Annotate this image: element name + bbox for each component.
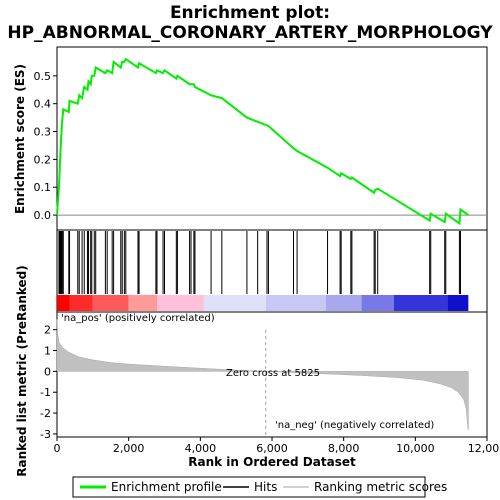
metric-y-tick-label: 1 xyxy=(44,345,51,358)
legend-metric-label: Ranking metric scores xyxy=(314,480,447,494)
rank-bar-segment xyxy=(447,295,469,311)
rank-bar-segment xyxy=(325,295,362,311)
rank-bar-segment xyxy=(393,295,448,311)
metric-y-tick-label: -3 xyxy=(40,428,51,441)
negative-correlation-label: 'na_neg' (negatively correlated) xyxy=(275,420,434,431)
positive-correlation-label: 'na_pos' (positively correlated) xyxy=(61,313,215,324)
x-tick-label: 10,000 xyxy=(396,442,435,455)
x-tick-label: 2,000 xyxy=(113,442,145,455)
x-tick-label: 4,000 xyxy=(185,442,217,455)
es-y-tick-label: 0.1 xyxy=(34,181,52,194)
x-axis-label: Rank in Ordered Dataset xyxy=(188,455,356,469)
legend-hits-label: Hits xyxy=(254,480,277,494)
rank-bar-segment xyxy=(128,295,158,311)
metric-y-tick-label: -1 xyxy=(40,386,51,399)
metric-y-ticks: 2 1 0 -1 -2 -3 xyxy=(40,324,57,441)
hit-markers xyxy=(58,231,461,294)
legend-enrichment-label: Enrichment profile xyxy=(111,480,222,494)
es-y-ticks: 0.0 0.1 0.2 0.3 0.4 0.5 xyxy=(34,70,57,222)
rank-bar-segment xyxy=(57,295,70,311)
x-tick-label: 12,000 xyxy=(468,442,500,455)
es-y-tick-label: 0.4 xyxy=(34,98,52,111)
x-tick-label: 6,000 xyxy=(256,442,288,455)
es-y-axis-label: Enrichment score (ES) xyxy=(13,64,27,214)
rank-bar-segment xyxy=(203,295,266,311)
zero-cross-label: Zero cross at 5825 xyxy=(226,368,320,379)
es-panel-frame xyxy=(56,46,488,231)
rank-color-bar xyxy=(57,295,469,311)
enrichment-profile-line xyxy=(56,57,469,226)
rank-bar-segment xyxy=(69,295,93,311)
es-y-tick-label: 0.2 xyxy=(34,153,52,166)
ranking-metric-area xyxy=(56,319,469,430)
rank-bar-segment xyxy=(361,295,394,311)
es-y-tick-label: 0.3 xyxy=(34,126,52,139)
chart-title-line2: HP_ABNORMAL_CORONARY_ARTERY_MORPHOLOGY xyxy=(7,23,493,43)
chart-title-line1: Enrichment plot: xyxy=(170,3,330,23)
rank-bar-segment xyxy=(92,295,129,311)
metric-y-tick-label: 0 xyxy=(44,365,51,378)
rank-bar-segment xyxy=(265,295,326,311)
x-tick-label: 8,000 xyxy=(328,442,360,455)
x-tick-label: 0 xyxy=(54,442,61,455)
metric-y-axis-label: Ranked list metric (PreRanked) xyxy=(15,265,29,477)
metric-y-tick-label: -2 xyxy=(40,407,51,420)
rank-bar-segment xyxy=(157,295,204,311)
es-y-tick-label: 0.0 xyxy=(34,209,52,222)
metric-y-tick-label: 2 xyxy=(44,324,51,337)
es-y-tick-label: 0.5 xyxy=(34,70,52,83)
x-axis-ticks: 0 2,000 4,000 6,000 8,000 10,000 12,000 xyxy=(54,437,500,455)
